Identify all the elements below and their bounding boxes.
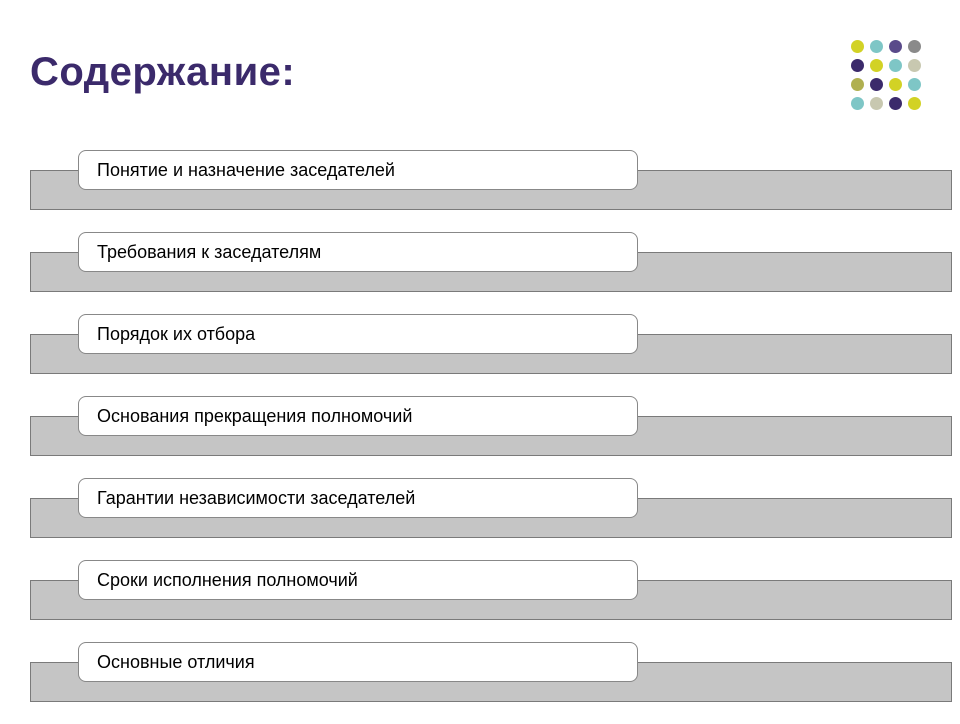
list-item-pill: Гарантии независимости заседателей <box>78 478 638 518</box>
list-item-pill: Требования к заседателям <box>78 232 638 272</box>
decorative-dots <box>849 38 925 114</box>
list-item-label: Порядок их отбора <box>97 324 255 345</box>
list-item: Основания прекращения полномочий <box>30 396 952 454</box>
list-item-label: Требования к заседателям <box>97 242 321 263</box>
list-item: Гарантии независимости заседателей <box>30 478 952 536</box>
list-item: Понятие и назначение заседателей <box>30 150 952 208</box>
list-item: Основные отличия <box>30 642 952 700</box>
list-item-label: Сроки исполнения полномочий <box>97 570 358 591</box>
list-item: Порядок их отбора <box>30 314 952 372</box>
list-item: Сроки исполнения полномочий <box>30 560 952 618</box>
list-item-pill: Сроки исполнения полномочий <box>78 560 638 600</box>
contents-list: Понятие и назначение заседателей Требован… <box>30 150 952 724</box>
list-item-label: Понятие и назначение заседателей <box>97 160 395 181</box>
page-title: Содержание: <box>30 50 295 95</box>
list-item-label: Основания прекращения полномочий <box>97 406 412 427</box>
list-item-label: Гарантии независимости заседателей <box>97 488 415 509</box>
list-item: Требования к заседателям <box>30 232 952 290</box>
list-item-pill: Понятие и назначение заседателей <box>78 150 638 190</box>
list-item-pill: Основания прекращения полномочий <box>78 396 638 436</box>
list-item-label: Основные отличия <box>97 652 255 673</box>
list-item-pill: Основные отличия <box>78 642 638 682</box>
list-item-pill: Порядок их отбора <box>78 314 638 354</box>
